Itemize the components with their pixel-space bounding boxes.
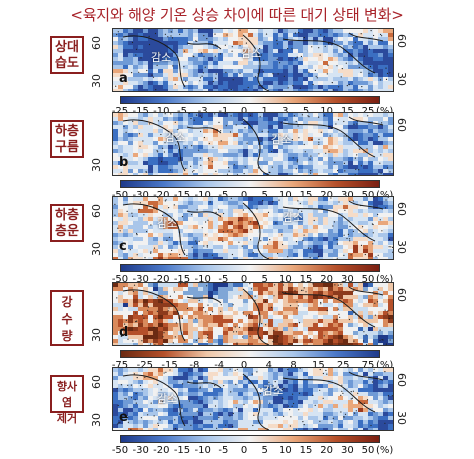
- panel-label-line: 하층: [52, 208, 82, 224]
- region-label-decrease: 감소: [151, 49, 171, 65]
- colorbar-a: [120, 96, 380, 104]
- tick-label: 5: [261, 445, 267, 456]
- lat-label-north: 60: [395, 202, 408, 216]
- region-label-decrease: 감소: [271, 131, 291, 147]
- panel-letter: b: [119, 155, 128, 170]
- tick-label: -5: [218, 445, 228, 456]
- anomaly-heatmap: [113, 368, 393, 430]
- colorbar-unit: (%): [376, 445, 393, 456]
- region-label-decrease: 감소: [165, 129, 185, 145]
- tick-label: -50: [112, 445, 128, 456]
- lat-label-south: 30: [90, 328, 103, 342]
- map-panel-c: c 감소 감소: [112, 196, 394, 260]
- lat-label-south-right: 30: [395, 72, 408, 86]
- map-panel-a: a 감소 감소: [112, 28, 394, 92]
- panel-letter: e: [119, 410, 128, 425]
- anomaly-heatmap: [113, 283, 393, 345]
- panel-label-line: 구름: [52, 140, 82, 156]
- panel-label-line: 상대: [52, 40, 82, 56]
- lat-label-south: 30: [90, 242, 103, 256]
- panel-label-line: 량: [52, 328, 82, 345]
- panel-label-line: 제거: [52, 411, 82, 427]
- lat-label-south-right: 30: [395, 411, 408, 425]
- region-label-decrease: 감소: [263, 382, 283, 398]
- tick-label: -20: [153, 445, 169, 456]
- region-label-decrease: 감소: [157, 215, 177, 231]
- panel-label-line: 향사염: [52, 379, 82, 411]
- lat-label-north-left: 60: [90, 204, 103, 218]
- panel-label-line: 하층: [52, 124, 82, 140]
- tick-label: -10: [194, 445, 210, 456]
- colorbar-c: [120, 264, 380, 272]
- tick-label: 15: [300, 445, 313, 456]
- lat-label-south: 30: [90, 158, 103, 172]
- panel-letter: d: [119, 325, 128, 340]
- colorbar-d: [120, 350, 380, 358]
- lat-label-north: 60: [395, 118, 408, 132]
- tick-label: 20: [320, 445, 333, 456]
- tick-label: 0: [241, 445, 247, 456]
- tick-label: -15: [174, 445, 190, 456]
- colorbar-e: [120, 435, 380, 443]
- region-label-decrease: 감소: [157, 390, 177, 406]
- figure-title: <육지와 해양 기온 상승 차이에 따른 대기 상태 변화>: [0, 4, 474, 25]
- lat-label-south-right: 30: [395, 240, 408, 254]
- panel-label-line: 층운: [52, 224, 82, 240]
- lat-label-north-left: 60: [90, 375, 103, 389]
- map-panel-b: b 감소 감소: [112, 112, 394, 176]
- colorbar-b: [120, 180, 380, 188]
- tick-label: 30: [341, 445, 354, 456]
- anomaly-heatmap: [113, 197, 393, 259]
- lat-label-south: 30: [90, 413, 103, 427]
- panel-letter: c: [119, 239, 127, 254]
- lat-label-north: 60: [395, 373, 408, 387]
- tick-label: 50: [362, 445, 375, 456]
- lat-label-north-left: 60: [90, 36, 103, 50]
- anomaly-heatmap: [113, 113, 393, 175]
- map-panel-d: d: [112, 282, 394, 346]
- lat-label-north: 60: [395, 34, 408, 48]
- panel-label-line: 습도: [52, 56, 82, 72]
- tick-label: 10: [279, 445, 292, 456]
- region-label-decrease: 감소: [283, 209, 303, 225]
- lat-label-north: 60: [395, 288, 408, 302]
- tick-label: -30: [132, 445, 148, 456]
- region-label-decrease: 감소: [241, 45, 261, 61]
- lat-label-south: 30: [90, 74, 103, 88]
- panel-letter: a: [119, 71, 128, 86]
- panel-label-line: 강: [52, 294, 82, 311]
- panel-label-line: 수: [52, 311, 82, 328]
